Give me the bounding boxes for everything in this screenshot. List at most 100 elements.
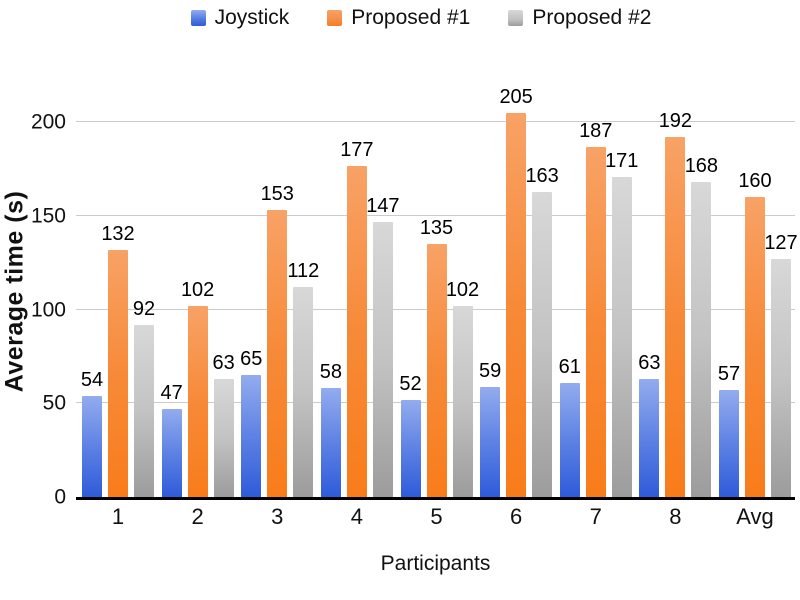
x-category-label-7: 7: [589, 504, 602, 529]
x-category-label-1: 1: [111, 504, 125, 529]
bar-value-label: 135: [419, 217, 454, 240]
x-category-label-6: 6: [510, 504, 523, 529]
x-category-label-2: 2: [191, 504, 204, 529]
legend-swatch-icon: [508, 9, 524, 26]
barwrap-Joystick-6: 59: [479, 85, 502, 497]
x-axis-tick-labels: 1 2 3 4 5 6 7 8 Avg: [76, 504, 795, 529]
bar-value-label: 102: [180, 278, 215, 301]
barwrap-Proposed #1-7: 187: [579, 85, 612, 497]
bar-group-7: 61 187 171: [559, 85, 638, 497]
barwrap-Joystick-3: 65: [240, 85, 263, 497]
barwrap-Proposed #2-6: 163: [525, 85, 559, 497]
bar-value-label: 65: [240, 348, 263, 371]
barwrap-Proposed #2-2: 63: [212, 85, 235, 497]
y-tick-label-50: 50: [42, 391, 66, 415]
bar-Proposed #2-Avg: [771, 259, 791, 497]
barwrap-Proposed #1-3: 153: [261, 85, 294, 497]
y-tick-label-200: 200: [30, 110, 66, 134]
barwrap-Proposed #1-6: 205: [499, 85, 533, 497]
barwrap-Proposed #1-Avg: 160: [738, 85, 772, 497]
y-tick-label-100: 100: [30, 298, 66, 322]
bar-Joystick-1: [82, 395, 102, 497]
barwrap-Proposed #1-8: 192: [659, 85, 692, 497]
bar-Joystick-5: [400, 399, 421, 497]
bar-Proposed #1-8: [665, 137, 686, 497]
bar-Proposed #1-Avg: [745, 197, 765, 497]
bar-Joystick-4: [320, 388, 341, 497]
bar-value-label: 127: [764, 232, 798, 255]
barwrap-Proposed #2-4: 147: [366, 85, 400, 497]
bar-value-label: 147: [366, 194, 400, 217]
bar-Proposed #2-8: [691, 182, 712, 497]
bar-value-label: 57: [717, 363, 741, 386]
bar-Proposed #2-1: [134, 324, 154, 497]
bar-Proposed #2-3: [293, 287, 314, 497]
bar-value-label: 54: [80, 368, 104, 391]
chart-legend: Joystick Proposed #1 Proposed #2: [0, 5, 800, 30]
legend-item-0: Joystick: [190, 5, 290, 30]
bar-value-label: 177: [340, 138, 374, 161]
plot-area: 54 132 92 47 102 63 65 153 112 58 177 147 52 135 102 59…: [76, 85, 798, 500]
bar-value-label: 132: [101, 222, 135, 245]
barwrap-Joystick-8: 63: [638, 85, 661, 497]
x-category-label-3: 3: [271, 504, 284, 529]
legend-swatch-icon: [327, 9, 343, 26]
bar-Joystick-7: [559, 382, 580, 497]
bar-value-label: 153: [260, 183, 294, 206]
bar-Joystick-Avg: [719, 390, 739, 497]
bar-value-label: 102: [445, 278, 480, 301]
bar-value-label: 59: [479, 359, 502, 382]
bar-Joystick-6: [480, 386, 501, 497]
barwrap-Proposed #2-7: 171: [605, 85, 638, 497]
bar-value-label: 58: [319, 361, 342, 384]
barwrap-Proposed #1-1: 132: [101, 85, 135, 497]
barwrap-Proposed #2-5: 102: [446, 85, 479, 497]
legend-item-2: Proposed #2: [508, 5, 651, 30]
bar-value-label: 47: [160, 381, 183, 404]
bar-Proposed #1-7: [585, 146, 606, 497]
bar-group-4: 58 177 147: [319, 85, 400, 497]
bar-value-label: 63: [212, 352, 235, 375]
bar-Proposed #1-4: [346, 165, 367, 497]
bar-value-label: 192: [658, 110, 693, 133]
bar-Proposed #2-2: [213, 379, 234, 497]
legend-label: Proposed #1: [351, 6, 471, 29]
bar-Joystick-3: [241, 375, 262, 497]
barwrap-Joystick-5: 52: [399, 85, 422, 497]
bar-group-6: 59 205 163: [479, 85, 559, 497]
barwrap-Proposed #2-8: 168: [685, 85, 718, 497]
bar-value-label: 205: [499, 86, 533, 109]
bar-Proposed #1-2: [187, 305, 208, 497]
bar-Proposed #1-5: [426, 244, 447, 497]
bar-group-1: 54 132 92: [80, 85, 155, 497]
barwrap-Joystick-2: 47: [160, 85, 183, 497]
x-category-label-8: 8: [669, 504, 682, 529]
barwrap-Proposed #1-4: 177: [340, 85, 374, 497]
barwrap-Joystick-Avg: 57: [717, 85, 741, 497]
bar-Joystick-2: [161, 408, 182, 497]
bar-group-8: 63 192 168: [638, 85, 718, 497]
legend-label: Joystick: [214, 6, 290, 29]
barwrap-Joystick-1: 54: [80, 85, 104, 497]
bar-value-label: 163: [525, 164, 559, 187]
barwrap-Joystick-4: 58: [319, 85, 342, 497]
y-axis-tick-labels: 0 50 100 150 200: [0, 85, 66, 508]
x-category-label-Avg: Avg: [736, 504, 774, 529]
x-axis-title: Participants: [380, 552, 491, 575]
gridline-200: [76, 121, 795, 123]
bar-Proposed #2-5: [452, 305, 473, 497]
x-category-label-5: 5: [430, 504, 443, 529]
bar-Proposed #2-7: [611, 176, 632, 497]
bar-Proposed #2-4: [372, 221, 393, 497]
bar-group-2: 47 102 63: [160, 85, 235, 497]
gridline-150: [76, 215, 795, 217]
bar-group-5: 52 135 102: [399, 85, 479, 497]
barwrap-Proposed #2-Avg: 127: [764, 85, 798, 497]
x-category-label-4: 4: [350, 504, 363, 529]
bar-Proposed #1-6: [506, 113, 527, 497]
bar-Proposed #1-1: [108, 249, 128, 497]
legend-swatch-icon: [190, 9, 206, 26]
barwrap-Proposed #1-2: 102: [181, 85, 214, 497]
bar-value-label: 63: [638, 352, 661, 375]
